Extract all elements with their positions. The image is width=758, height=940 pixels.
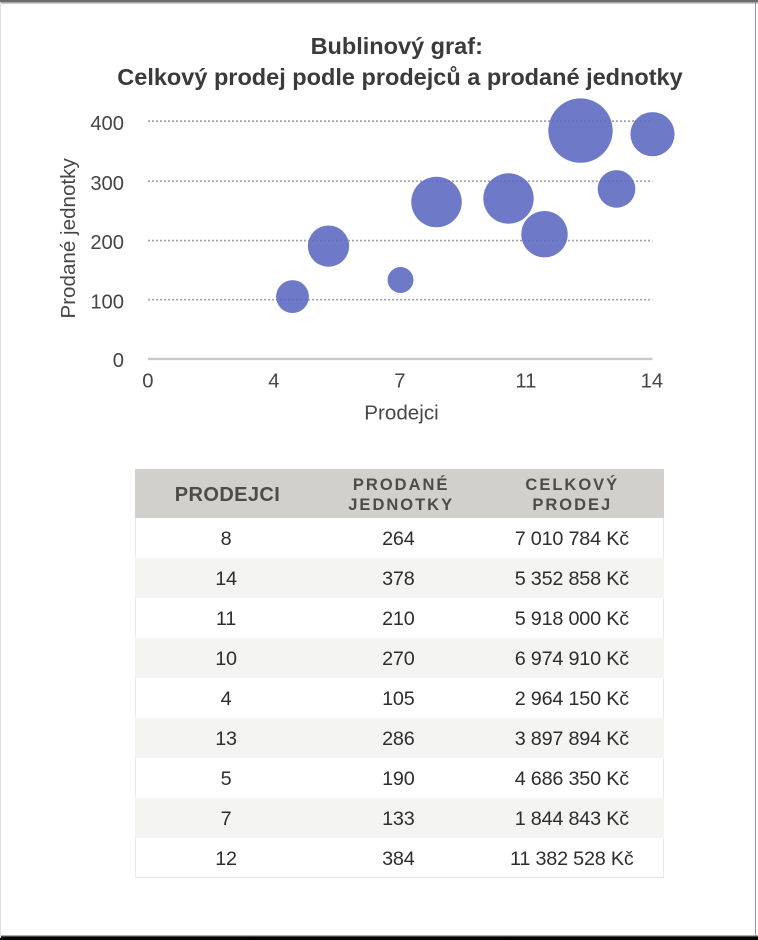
svg-text:Prodejci: Prodejci <box>364 402 438 425</box>
svg-text:7: 7 <box>394 370 405 392</box>
svg-text:14: 14 <box>641 370 663 392</box>
svg-text:400: 400 <box>90 113 124 135</box>
svg-text:100: 100 <box>90 292 124 314</box>
svg-text:200: 200 <box>90 232 124 254</box>
svg-text:4: 4 <box>268 370 279 392</box>
svg-text:0: 0 <box>142 370 153 392</box>
svg-text:Prodané jednotky: Prodané jednotky <box>57 158 80 319</box>
svg-text:300: 300 <box>90 173 124 195</box>
svg-text:11: 11 <box>515 370 536 392</box>
svg-text:0: 0 <box>113 350 124 372</box>
